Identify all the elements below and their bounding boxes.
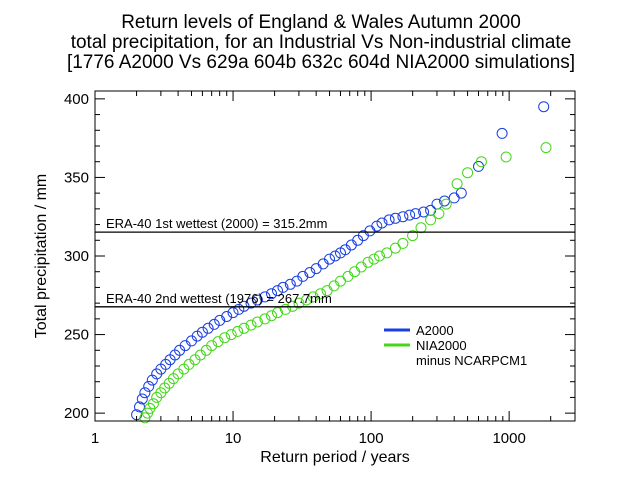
legend-sublabel-nia2000: minus NCARPCM1 [416,353,527,368]
reference-line-label-2: ERA-40 2nd wettest (1976) = 267.7mm [106,291,332,306]
data-point-nia2000 [272,307,283,319]
data-point-a2000 [221,311,233,322]
data-point-a2000 [233,303,245,315]
y-tick-label: 250 [64,327,89,344]
data-point-nia2000 [307,291,319,303]
data-point-nia2000 [266,310,277,322]
data-point-a2000 [418,206,430,218]
data-point-nia2000 [328,280,340,292]
data-point-nia2000 [355,261,367,273]
data-point-nia2000 [389,242,401,254]
data-point-a2000 [455,187,467,199]
reference-line-label-1: ERA-40 1st wettest (2000) = 315.2mm [106,216,327,231]
y-axis-label: Total precipitation / mm [33,174,50,339]
data-point-a2000 [227,307,239,319]
data-point-nia2000 [415,222,427,234]
data-point-a2000 [202,322,214,334]
y-tick-label: 400 [64,91,89,108]
data-point-a2000 [259,291,271,303]
data-point-a2000 [284,278,296,290]
data-point-nia2000 [362,256,374,268]
data-point-nia2000 [212,336,224,348]
legend-label-a2000: A2000 [416,323,454,338]
data-point-a2000 [297,270,309,282]
data-point-a2000 [266,288,277,300]
data-point-nia2000 [147,398,159,410]
data-point-nia2000 [407,230,419,242]
data-point-a2000 [208,318,220,330]
data-point-a2000 [317,258,329,270]
data-point-a2000 [272,285,283,297]
data-point-a2000 [329,250,341,262]
data-point-nia2000 [293,297,305,309]
data-point-a2000 [389,212,401,224]
data-point-nia2000 [300,294,312,306]
data-point-a2000 [196,326,208,338]
data-point-nia2000 [232,325,244,337]
x-tick-label: 1 [91,430,99,447]
data-point-a2000 [383,214,395,226]
data-point-nia2000 [451,178,463,190]
data-point-a2000 [136,393,148,405]
data-point-nia2000 [433,208,445,220]
data-point-nia2000 [374,250,385,262]
x-tick-label: 1000 [492,430,525,447]
data-point-a2000 [397,211,409,223]
data-point-nia2000 [500,151,512,163]
data-point-nia2000 [315,288,326,300]
data-point-nia2000 [381,247,393,259]
data-point-nia2000 [251,316,263,328]
data-point-a2000 [371,220,383,232]
legend-label-nia2000: NIA2000 [416,338,467,353]
data-point-a2000 [251,294,263,306]
data-point-nia2000 [425,214,437,226]
data-point-a2000 [214,314,226,326]
data-point-a2000 [277,281,289,293]
chart-title-line-2: total precipitation, for an Industrial V… [70,32,572,53]
chart-title-line-1: Return levels of England & Wales Autumn … [121,12,521,33]
data-point-a2000 [410,208,422,220]
y-tick-label: 300 [64,248,89,265]
data-point-nia2000 [440,198,452,210]
data-point-nia2000 [335,275,346,287]
y-tick-label: 350 [64,169,89,186]
data-point-a2000 [496,127,508,139]
data-point-nia2000 [280,303,291,315]
data-point-a2000 [324,253,335,265]
data-point-a2000 [404,209,416,221]
data-point-nia2000 [238,322,250,334]
data-point-a2000 [376,217,388,229]
y-tick-label: 200 [64,405,89,422]
plot-frame [94,90,576,422]
data-point-a2000 [139,387,151,399]
data-point-a2000 [364,225,376,237]
data-point-nia2000 [540,142,552,154]
data-point-nia2000 [245,319,257,331]
data-point-nia2000 [206,340,218,352]
data-point-a2000 [143,380,155,392]
chart-title-line-3: [1776 A2000 Vs 629a 604b 632c 604d NIA20… [66,52,576,73]
x-tick-label: 100 [359,430,384,447]
data-point-nia2000 [397,237,409,249]
data-point-nia2000 [462,167,474,179]
x-tick-label: 10 [225,430,242,447]
data-point-a2000 [538,101,550,113]
data-point-nia2000 [475,156,487,168]
data-point-a2000 [304,267,316,278]
data-point-nia2000 [342,270,354,282]
x-axis-label: Return period / years [260,449,409,466]
data-point-nia2000 [349,266,361,278]
data-point-nia2000 [219,332,231,344]
data-point-nia2000 [225,329,237,341]
data-point-a2000 [245,297,257,309]
data-point-nia2000 [259,313,271,325]
data-point-a2000 [134,401,145,413]
data-point-nia2000 [368,253,380,265]
